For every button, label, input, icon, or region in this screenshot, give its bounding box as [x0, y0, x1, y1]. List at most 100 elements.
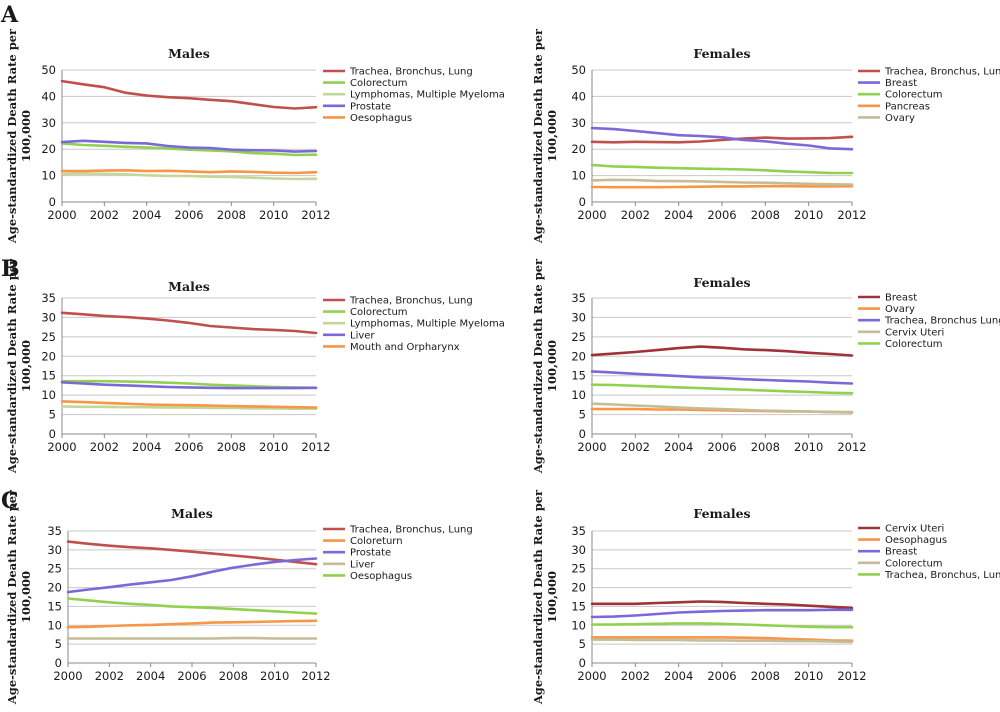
legend-entry: Lymphomas, Multiple Myeloma — [350, 319, 505, 330]
chart-title: Females — [693, 275, 750, 290]
legend-entry: Trachea, Bronchus, Lung — [884, 67, 1000, 78]
legend-entry: Lymphomas, Multiple Myeloma — [350, 90, 505, 101]
y-tick-label: 30 — [571, 116, 586, 130]
x-tick-label: 2000 — [577, 208, 606, 222]
x-tick-label: 2000 — [53, 669, 82, 683]
series-line — [590, 383, 854, 395]
y-tick-label: 30 — [47, 543, 62, 557]
y-tick-label: 5 — [49, 408, 56, 422]
y-tick-label: 10 — [571, 618, 586, 632]
x-tick-label: 2008 — [751, 208, 780, 222]
x-tick-label: 2000 — [577, 669, 606, 683]
x-tick-label: 2004 — [136, 669, 165, 683]
legend-entry: Trachea, Bronchus, Lung — [884, 570, 1000, 581]
y-tick-label: 10 — [41, 388, 56, 402]
y-tick-label: 15 — [571, 369, 586, 383]
y-tick-label: 30 — [41, 310, 56, 324]
x-tick-label: 2012 — [301, 669, 330, 683]
legend-entry: Pancreas — [885, 101, 930, 112]
x-tick-label: 2006 — [707, 669, 736, 683]
series-line — [590, 622, 854, 629]
legend-entry: Cervix Uteri — [885, 524, 944, 535]
series-line — [590, 636, 854, 643]
x-tick-label: 2008 — [751, 669, 780, 683]
panel-label-a: A — [0, 2, 19, 28]
series-line — [590, 600, 854, 610]
y-tick-label: 5 — [579, 637, 586, 651]
y-tick-label: 30 — [41, 116, 56, 130]
x-tick-label: 2004 — [664, 669, 693, 683]
series-line — [590, 178, 854, 186]
x-tick-label: 2008 — [217, 208, 246, 222]
panel-label-b: B — [1, 256, 20, 282]
series-line — [60, 172, 318, 181]
y-tick-label: 35 — [41, 291, 56, 305]
y-tick-label: 0 — [579, 656, 586, 670]
y-tick-label: 10 — [47, 618, 62, 632]
y-axis-label: Age-standardized Death Rate per100,000 — [5, 489, 33, 705]
series-line — [60, 142, 318, 157]
legend-entry: Colorectum — [350, 307, 408, 318]
y-tick-label: 20 — [571, 581, 586, 595]
y-axis-label-line: 100,000 — [545, 571, 559, 623]
legend-entry: Trachea, Bronchus, Lung — [349, 67, 473, 78]
series-line — [66, 597, 318, 615]
x-tick-label: 2008 — [751, 440, 780, 454]
x-tick-label: 2002 — [90, 208, 119, 222]
y-tick-label: 0 — [49, 427, 56, 441]
y-axis-label: Age-standardized Death Rate per100,000 — [5, 28, 33, 244]
series-line — [590, 126, 854, 151]
series-line — [590, 184, 854, 189]
x-tick-label: 2012 — [301, 440, 330, 454]
series-line — [590, 370, 854, 385]
x-tick-label: 2010 — [794, 440, 823, 454]
series-line — [60, 380, 318, 390]
legend-entry: Ovary — [885, 304, 915, 315]
x-tick-label: 2002 — [621, 669, 650, 683]
y-tick-label: 15 — [571, 599, 586, 613]
y-axis-label-line: 100,000 — [545, 340, 559, 392]
x-tick-label: 2012 — [837, 208, 866, 222]
series-line — [590, 163, 854, 175]
x-tick-label: 2002 — [90, 440, 119, 454]
y-axis-label: Age-standardized Death Rate per100,000 — [531, 28, 559, 244]
legend-entry: Ovary — [885, 113, 915, 124]
x-tick-label: 2004 — [664, 208, 693, 222]
y-tick-label: 35 — [47, 524, 62, 538]
series-line — [66, 619, 318, 629]
y-tick-label: 20 — [571, 349, 586, 363]
x-tick-label: 2010 — [260, 669, 289, 683]
legend-entry: Colorectum — [885, 339, 943, 350]
legend-entry: Trachea, Bronchus, Lung — [349, 296, 473, 307]
series-line — [60, 400, 318, 409]
y-axis-label-line: Age-standardized Death Rate per — [531, 28, 545, 244]
legend-entry: Colorectum — [350, 78, 408, 89]
y-axis-label-line: Age-standardized Death Rate per — [531, 258, 545, 474]
x-tick-label: 2000 — [577, 440, 606, 454]
legend-entry: Mouth and Orpharynx — [350, 342, 460, 353]
y-tick-label: 40 — [41, 89, 56, 103]
legend-entry: Colorectum — [885, 90, 943, 101]
y-tick-label: 20 — [41, 142, 56, 156]
y-tick-label: 25 — [571, 562, 586, 576]
x-tick-label: 2010 — [794, 669, 823, 683]
series-line — [60, 139, 318, 153]
y-tick-label: 0 — [55, 656, 62, 670]
legend-entry: Colorectum — [885, 558, 943, 569]
y-tick-label: 10 — [41, 169, 56, 183]
legend-entry: Trachea, Bronchus Lung — [884, 316, 1000, 327]
series-line — [66, 557, 318, 594]
panel-label-c: C — [1, 488, 19, 514]
legend-entry: Breast — [885, 78, 917, 89]
y-axis-label-line: Age-standardized Death Rate per — [5, 28, 19, 244]
chart-a-females: 0 10 20 30 40 50 2000 2002 2004 2006 2008 2010 2012 F… — [531, 28, 1000, 244]
y-tick-label: 25 — [47, 562, 62, 576]
y-axis-label-line: Age-standardized Death Rate per — [531, 489, 545, 705]
x-tick-label: 2006 — [177, 669, 206, 683]
y-tick-label: 0 — [579, 427, 586, 441]
y-tick-label: 35 — [571, 524, 586, 538]
x-tick-label: 2008 — [217, 440, 246, 454]
x-tick-label: 2006 — [707, 440, 736, 454]
y-tick-label: 15 — [41, 369, 56, 383]
